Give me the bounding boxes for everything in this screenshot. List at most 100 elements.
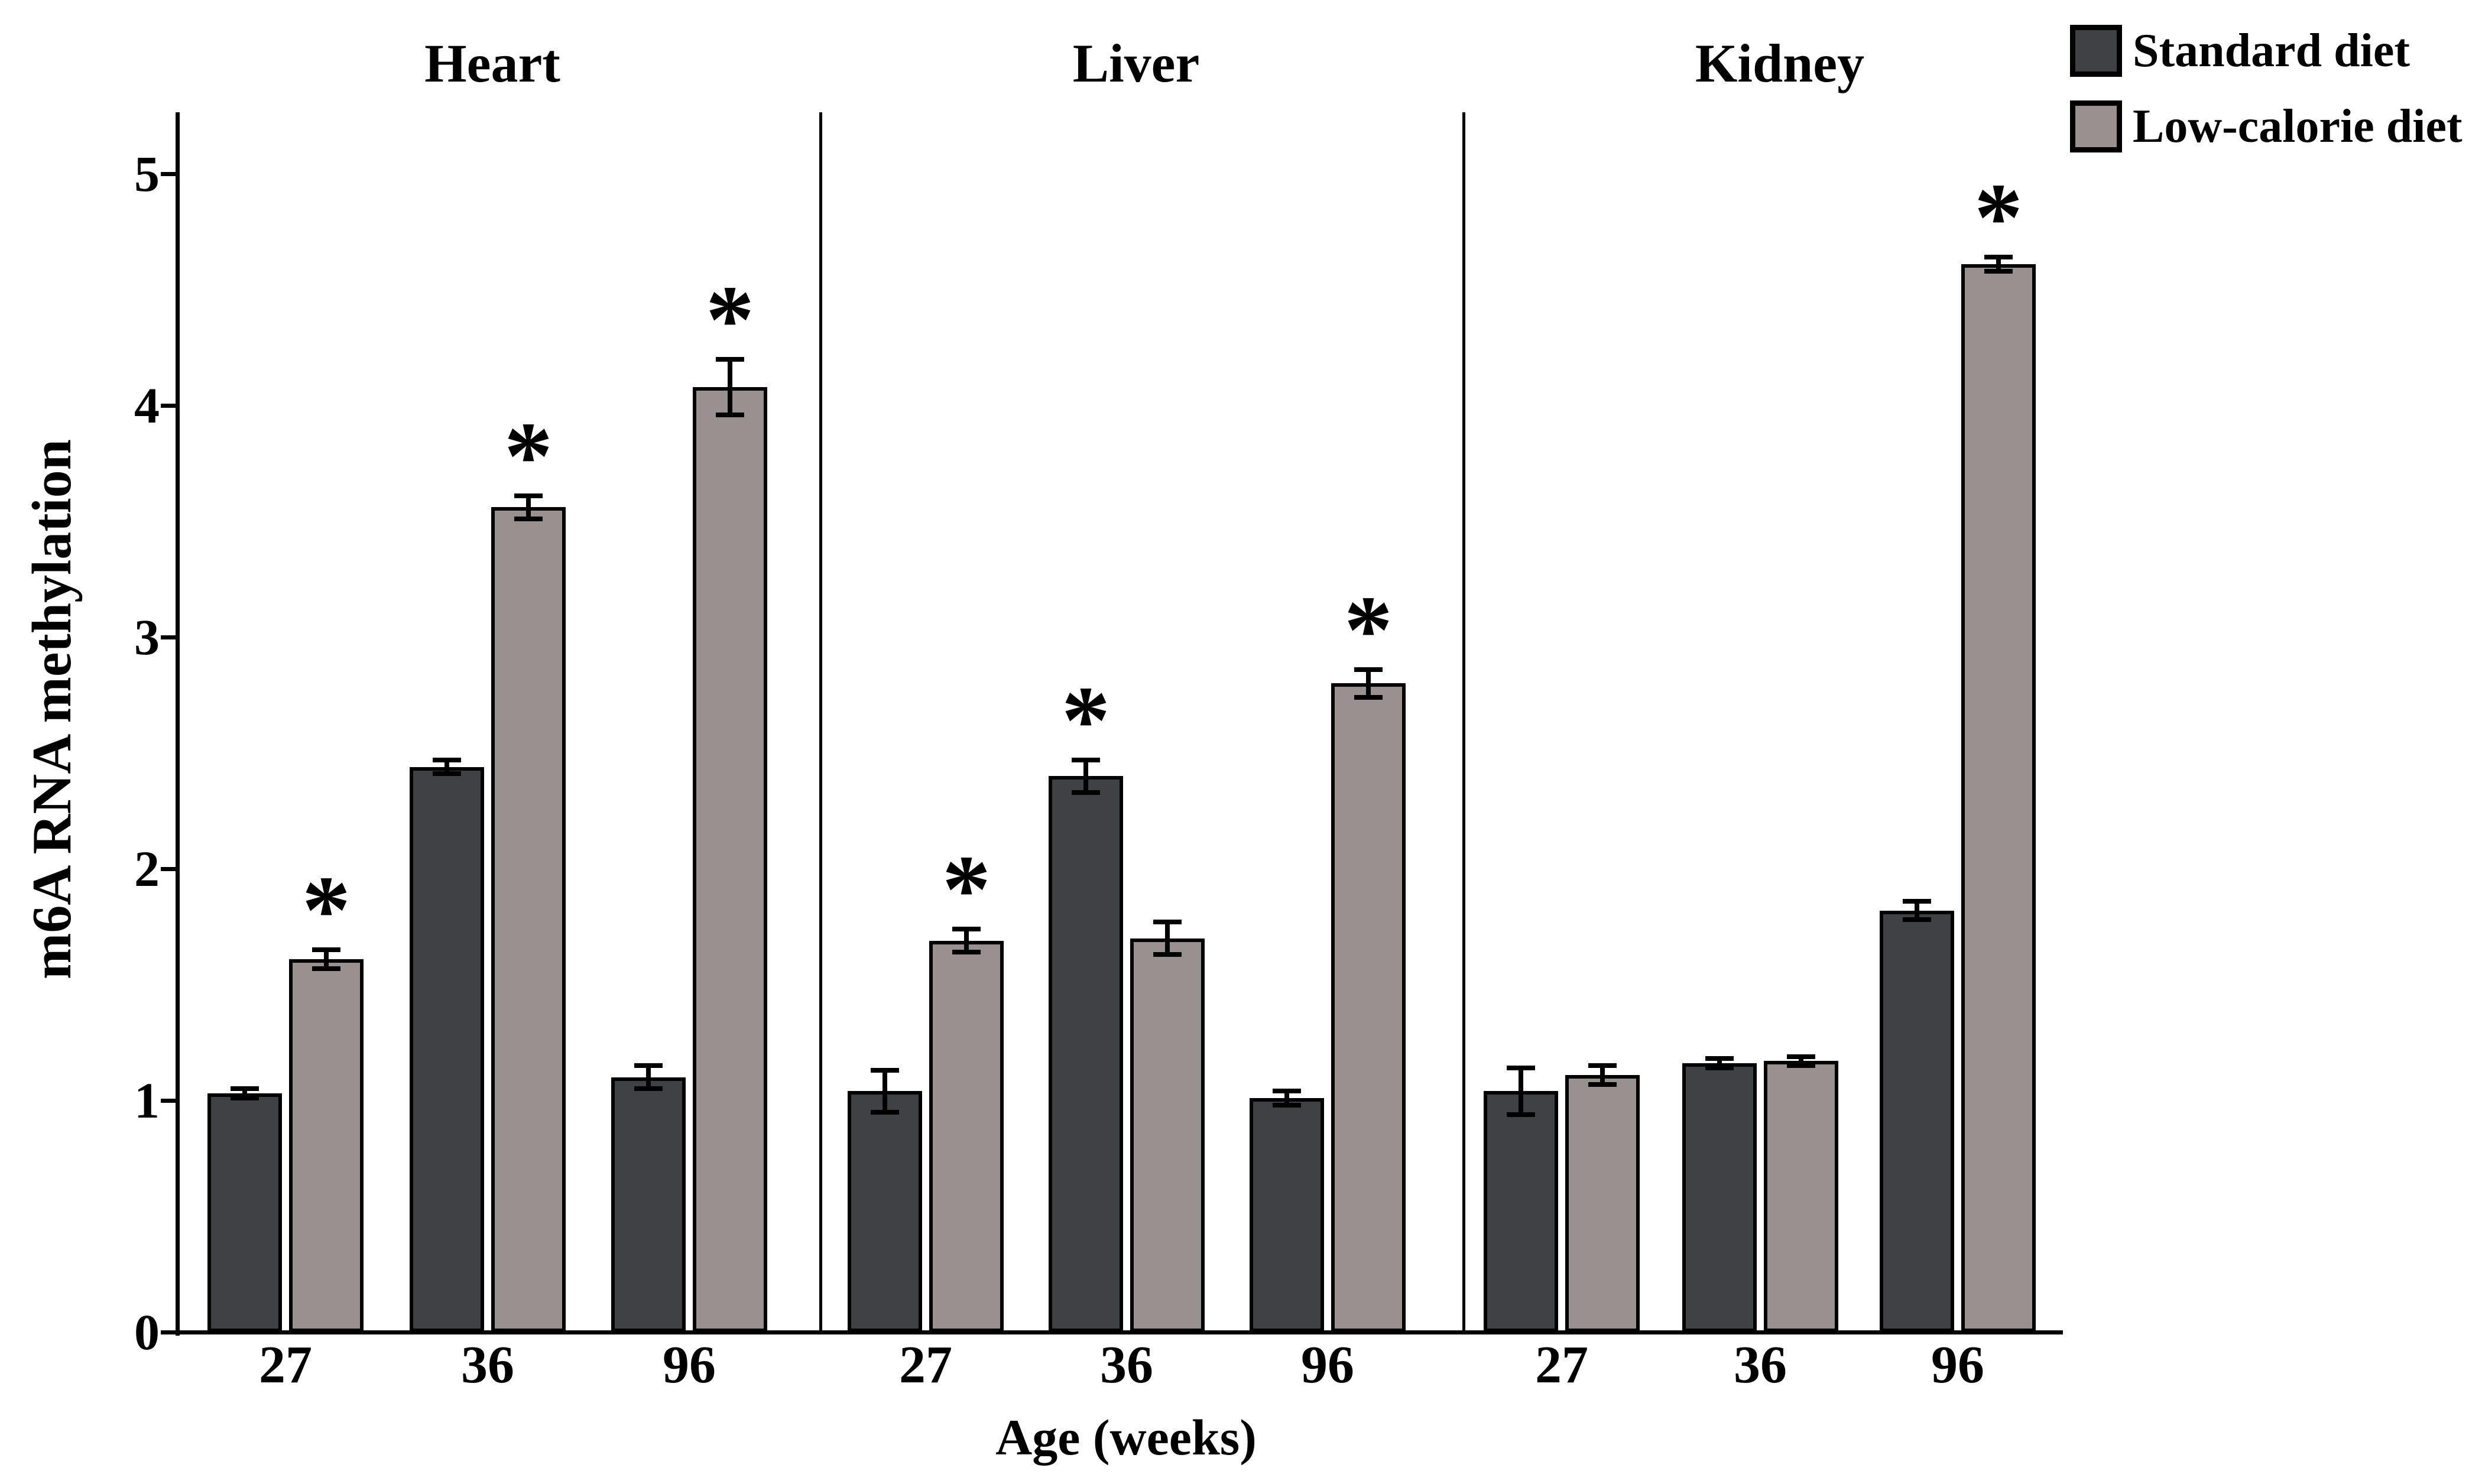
error-bar-cap-top-kidney-27-low-calorie [1588,1063,1617,1069]
error-bar-stem-kidney-96-standard [1915,901,1919,920]
error-bar-stem-heart-27-standard [242,1089,247,1099]
error-bar-stem-kidney-96-low-calorie [1996,257,2001,271]
error-bar-stem-heart-96-low-calorie [728,359,732,415]
y-tick-label-4: 4 [134,377,160,434]
y-axis-line [176,112,180,1336]
significance-asterisk-heart-27-low-calorie: * [301,856,351,965]
x-tick-label-heart-96: 96 [663,1336,716,1394]
significance-asterisk-liver-36-standard: * [1061,665,1111,774]
error-bar-stem-liver-96-standard [1284,1091,1289,1105]
bar-heart-27-low-calorie [289,959,364,1332]
error-bar-cap-top-heart-27-low-calorie [312,947,340,953]
error-bar-cap-top-liver-36-standard [1072,757,1100,762]
x-tick-label-kidney-36: 36 [1734,1336,1787,1394]
bar-kidney-27-low-calorie [1565,1074,1640,1332]
y-tick-mark-0 [161,1330,177,1334]
error-bar-cap-top-liver-27-standard [871,1068,899,1073]
error-bar-stem-heart-36-low-calorie [526,495,531,519]
error-bar-cap-bottom-liver-27-low-calorie [952,950,981,955]
legend-label-low-calorie-diet: Low-calorie diet [2133,100,2462,152]
error-bar-cap-top-heart-96-low-calorie [716,356,744,362]
x-tick-label-liver-36: 36 [1100,1336,1153,1394]
bar-liver-96-low-calorie [1331,683,1406,1332]
error-bar-cap-bottom-heart-27-low-calorie [312,966,340,971]
error-bar-cap-bottom-kidney-27-low-calorie [1588,1082,1617,1087]
error-bar-cap-bottom-heart-96-low-calorie [716,412,744,417]
error-bar-cap-top-kidney-36-low-calorie [1787,1054,1815,1059]
error-bar-stem-kidney-27-low-calorie [1600,1066,1605,1084]
bar-liver-27-standard [848,1091,922,1332]
error-bar-cap-bottom-heart-27-standard [231,1096,259,1101]
legend-swatch-low-calorie-diet [2070,100,2122,152]
error-bar-stem-kidney-27-standard [1519,1068,1523,1115]
legend: Standard diet Low-calorie diet [2070,24,2462,175]
significance-asterisk-kidney-96-low-calorie: * [1974,163,2023,272]
panel-divider-liver-kidney [1462,112,1465,1332]
y-tick-label-0: 0 [134,1304,160,1360]
y-tick-label-3: 3 [134,609,160,665]
error-bar-stem-liver-27-standard [883,1070,887,1112]
legend-label-standard-diet: Standard diet [2133,25,2410,77]
legend-item-low-calorie-diet: Low-calorie diet [2070,99,2462,154]
error-bar-stem-heart-27-low-calorie [324,950,329,969]
x-tick-label-liver-27: 27 [899,1336,952,1394]
bar-heart-27-standard [207,1093,282,1332]
panel-title-heart: Heart [424,33,560,93]
x-axis-title: Age (weeks) [995,1409,1257,1466]
error-bar-cap-bottom-liver-27-standard [871,1109,899,1115]
y-tick-mark-4 [161,403,177,408]
error-bar-cap-top-heart-27-standard [231,1086,259,1092]
bar-liver-96-standard [1250,1098,1324,1332]
error-bar-cap-bottom-kidney-36-standard [1705,1066,1734,1071]
bar-kidney-36-standard [1682,1063,1757,1332]
error-bar-cap-top-heart-36-standard [433,757,461,762]
y-tick-label-1: 1 [134,1072,160,1129]
bar-kidney-96-low-calorie [1961,264,2036,1332]
error-bar-cap-top-liver-27-low-calorie [952,926,981,931]
bar-liver-36-standard [1049,776,1123,1332]
y-tick-label-2: 2 [134,840,160,897]
error-bar-cap-bottom-heart-36-low-calorie [514,517,543,522]
significance-asterisk-heart-36-low-calorie: * [504,401,553,510]
error-bar-stem-heart-96-standard [646,1066,651,1089]
panel-divider-heart-liver [819,112,822,1332]
bar-liver-27-low-calorie [929,940,1004,1332]
panel-title-kidney: Kidney [1695,33,1865,93]
x-tick-label-heart-36: 36 [461,1336,514,1394]
error-bar-cap-top-kidney-96-standard [1903,898,1931,904]
error-bar-cap-top-liver-96-standard [1273,1089,1301,1094]
error-bar-cap-top-heart-36-low-calorie [514,493,543,498]
error-bar-cap-bottom-liver-36-low-calorie [1153,952,1182,957]
error-bar-stem-liver-27-low-calorie [964,928,969,953]
legend-item-standard-diet: Standard diet [2070,24,2462,78]
legend-swatch-standard-diet [2070,25,2122,77]
bar-heart-36-standard [410,767,484,1332]
bar-liver-36-low-calorie [1130,938,1205,1332]
bar-heart-96-standard [611,1077,686,1332]
panel-title-liver: Liver [1072,33,1200,93]
error-bar-stem-kidney-36-low-calorie [1799,1056,1803,1066]
y-tick-mark-2 [161,866,177,871]
error-bar-stem-liver-36-standard [1083,759,1088,793]
y-tick-mark-5 [161,171,177,176]
significance-asterisk-heart-96-low-calorie: * [705,265,755,374]
error-bar-stem-kidney-36-standard [1717,1058,1722,1069]
error-bar-cap-top-liver-36-low-calorie [1153,920,1182,925]
error-bar-cap-top-kidney-36-standard [1705,1056,1734,1061]
error-bar-cap-top-kidney-27-standard [1507,1066,1535,1071]
x-axis-line [177,1330,2063,1334]
error-bar-cap-top-liver-96-low-calorie [1354,667,1383,672]
error-bar-cap-bottom-kidney-27-standard [1507,1112,1535,1117]
bar-kidney-27-standard [1484,1091,1558,1332]
bar-kidney-36-low-calorie [1764,1061,1838,1332]
x-tick-label-kidney-27: 27 [1535,1336,1588,1394]
bar-kidney-96-standard [1880,910,1954,1332]
error-bar-cap-bottom-kidney-36-low-calorie [1787,1063,1815,1069]
error-bar-stem-heart-36-standard [445,759,449,774]
error-bar-cap-top-heart-96-standard [634,1063,663,1069]
y-tick-label-5: 5 [134,145,160,202]
significance-asterisk-liver-96-low-calorie: * [1344,575,1393,684]
y-tick-mark-1 [161,1098,177,1103]
error-bar-cap-bottom-liver-36-standard [1072,790,1100,795]
